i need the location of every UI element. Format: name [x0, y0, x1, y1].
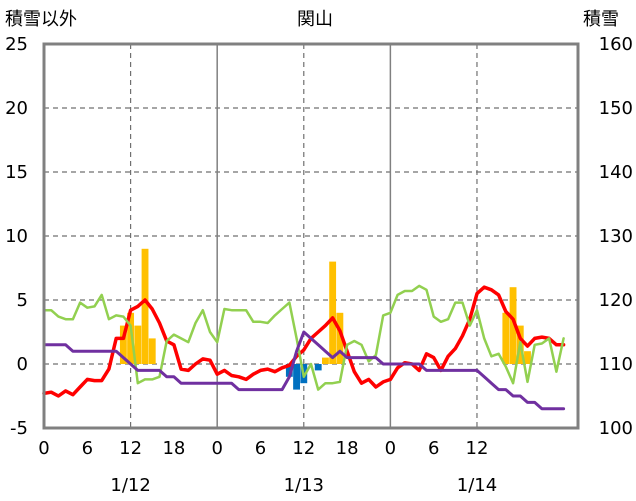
x-tick-label: 18 — [336, 438, 359, 459]
bar-0-3 — [141, 248, 149, 364]
grid-lines — [44, 44, 578, 428]
bar-1-0 — [285, 364, 293, 377]
x-tick-label: 12 — [466, 438, 489, 459]
left-tick-label: 10 — [5, 226, 28, 247]
date-label: 1/13 — [284, 475, 324, 496]
left-tick-label: 20 — [5, 98, 28, 119]
x-tick-label: 6 — [82, 438, 93, 459]
right-tick-label: 120 — [599, 290, 633, 311]
bar-0-8 — [502, 312, 510, 364]
bar-0-2 — [134, 325, 142, 364]
bar-0-9 — [509, 287, 517, 364]
bar-0-6 — [329, 261, 337, 364]
left-tick-label: 5 — [17, 290, 28, 311]
left-axis-ticks: -5 0 5 10 15 20 25 — [5, 34, 28, 439]
left-axis-title: 積雪以外 — [5, 9, 77, 30]
bar-1-3 — [314, 364, 322, 371]
x-tick-label: 6 — [255, 438, 266, 459]
right-axis-ticks: 100 110 120 130 140 150 160 — [599, 34, 633, 439]
right-tick-label: 160 — [599, 34, 633, 55]
x-tick-label: 0 — [211, 438, 222, 459]
right-tick-label: 100 — [599, 418, 633, 439]
right-tick-label: 150 — [599, 98, 633, 119]
chart-title: 関山 — [297, 9, 333, 30]
left-tick-label: 25 — [5, 34, 28, 55]
x-tick-label: 12 — [119, 438, 142, 459]
bar-1-1 — [293, 364, 300, 390]
bar-0-7 — [336, 312, 344, 364]
x-tick-label: 6 — [428, 438, 439, 459]
line-series-4 — [42, 330, 566, 411]
bar-0-11 — [524, 351, 531, 364]
line-series — [42, 284, 566, 411]
bar-0-5 — [322, 357, 329, 364]
right-axis-title: 積雪 — [583, 9, 619, 30]
bar-0-4 — [148, 338, 156, 364]
line-series-2 — [42, 285, 566, 398]
left-tick-label: 15 — [5, 162, 28, 183]
bar-0-1 — [127, 312, 135, 364]
right-tick-label: 140 — [599, 162, 633, 183]
x-tick-label: 18 — [162, 438, 185, 459]
x-tick-label: 12 — [292, 438, 315, 459]
x-axis-ticks: 0 6 12 18 0 6 12 18 0 6 12 — [38, 438, 488, 459]
line-series-3 — [42, 284, 565, 391]
left-tick-label: 0 — [17, 354, 28, 375]
date-labels: 1/12 1/13 1/14 — [110, 475, 497, 496]
plot-frame — [42, 42, 580, 430]
bar-0-0 — [119, 325, 127, 364]
left-tick-label: -5 — [10, 418, 28, 439]
date-label: 1/14 — [457, 475, 497, 496]
date-label: 1/12 — [110, 475, 150, 496]
right-tick-label: 130 — [599, 226, 633, 247]
right-tick-label: 110 — [599, 354, 633, 375]
x-tick-label: 0 — [385, 438, 396, 459]
x-tick-label: 0 — [38, 438, 49, 459]
